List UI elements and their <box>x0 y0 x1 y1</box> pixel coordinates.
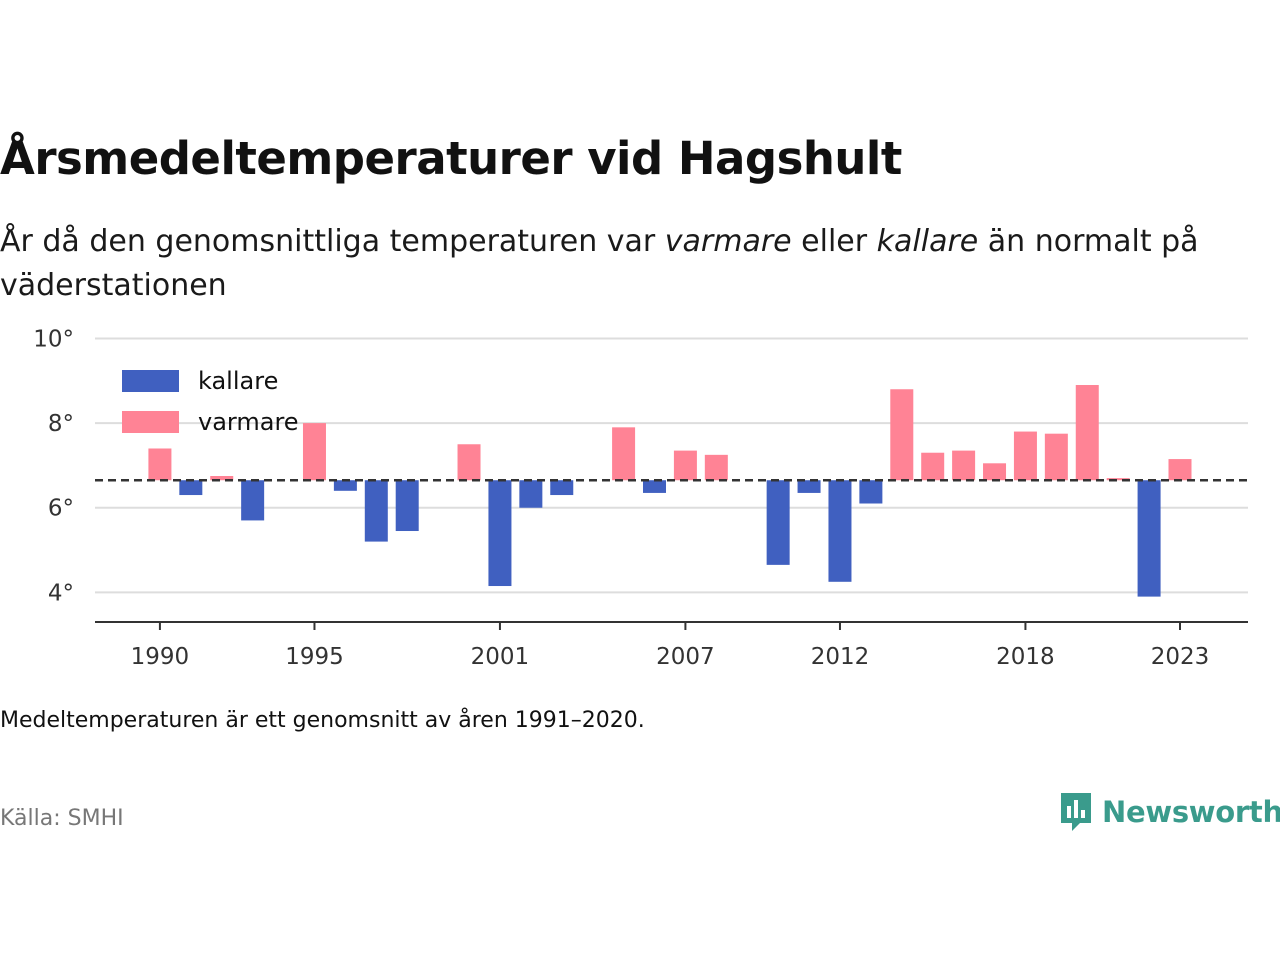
bar-varmare <box>983 463 1007 481</box>
bar-varmare <box>210 476 234 481</box>
bar-varmare <box>1075 385 1099 481</box>
bar-kallare <box>395 480 419 532</box>
bar-chart: 4° 6° 8° 10° 1990 1995 2001 2007 2012 2018 2023 kal… <box>33 326 1248 670</box>
bar-varmare <box>1168 459 1192 481</box>
bar-varmare <box>302 423 326 481</box>
bar-varmare <box>1013 431 1037 481</box>
bar-varmare <box>673 450 697 481</box>
x-tick-label: 1990 <box>131 644 190 670</box>
bar-kallare <box>642 480 666 493</box>
bar-kallare <box>179 480 203 496</box>
subtitle-part1: År då den genomsnittliga temperaturen va… <box>0 224 665 259</box>
bar-varmare <box>457 444 481 481</box>
x-tick-label: 1995 <box>285 644 344 670</box>
x-tick-label: 2023 <box>1151 644 1210 670</box>
y-tick-label: 4° <box>48 580 74 606</box>
bar-varmare <box>952 450 976 481</box>
bar-varmare <box>890 389 914 481</box>
bar-kallare <box>1137 480 1161 597</box>
bar-varmare <box>148 448 172 481</box>
legend-label-varmare: varmare <box>198 408 299 436</box>
bar-kallare <box>333 480 357 491</box>
bar-kallare <box>364 480 388 542</box>
bar-varmare <box>1106 478 1130 481</box>
bar-varmare <box>1044 433 1068 481</box>
x-tick-label: 2012 <box>811 644 870 670</box>
chart-note: Medeltemperaturen är ett genomsnitt av å… <box>0 708 645 733</box>
bar-kallare <box>859 480 883 504</box>
bar-kallare <box>519 480 543 508</box>
bar-kallare <box>488 480 512 587</box>
y-tick-label: 8° <box>48 411 74 437</box>
subtitle-cold-word: kallare <box>876 224 979 259</box>
x-tick-label: 2007 <box>656 644 715 670</box>
y-tick-label: 6° <box>48 496 74 522</box>
legend-swatch-kallare <box>122 370 179 392</box>
bar-kallare <box>241 480 265 521</box>
legend-label-kallare: kallare <box>198 367 278 395</box>
newsworthy-brand[interactable]: Newsworthy <box>1058 790 1280 834</box>
chart-title: Årsmedeltemperaturer vid Hagshult <box>0 132 902 185</box>
subtitle-part2: eller <box>791 224 877 259</box>
subtitle-part3: än normalt på väderstationen <box>0 224 1199 303</box>
y-tick-label: 10° <box>33 326 74 352</box>
bar-kallare <box>828 480 852 582</box>
subtitle-warm-word: varmare <box>664 224 792 259</box>
bar-kallare <box>550 480 574 496</box>
legend-swatch-varmare <box>122 411 179 433</box>
newsworthy-logo-icon <box>1061 793 1091 831</box>
bar-varmare <box>921 452 945 481</box>
bar-kallare <box>766 480 790 565</box>
brand-name: Newsworthy <box>1102 795 1280 829</box>
x-tick-label: 2018 <box>996 644 1055 670</box>
source-label: Källa: SMHI <box>0 806 124 831</box>
bar-varmare <box>612 427 636 481</box>
x-tick-label: 2001 <box>471 644 530 670</box>
chart-subtitle: År då den genomsnittliga temperaturen va… <box>0 220 1270 308</box>
bar-varmare <box>704 454 728 481</box>
bar-kallare <box>797 480 821 493</box>
